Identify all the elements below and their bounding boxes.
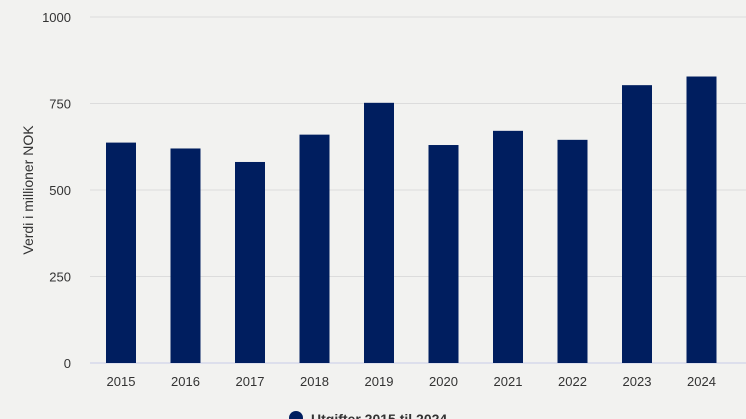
x-tick-label: 2023: [623, 374, 652, 389]
y-tick-label: 0: [64, 356, 71, 371]
y-tick-label: 500: [49, 183, 71, 198]
legend[interactable]: Utgifter 2015 til 2024: [289, 411, 447, 419]
x-tick-label: 2017: [236, 374, 265, 389]
bar-2019[interactable]: [364, 102, 394, 364]
x-tick-label: 2018: [300, 374, 329, 389]
bar-2024[interactable]: [686, 76, 717, 364]
x-tick-label: 2021: [494, 374, 523, 389]
legend-marker: [289, 411, 303, 419]
x-tick-label: 2016: [171, 374, 200, 389]
bar-2023[interactable]: [622, 85, 652, 364]
bar-2016[interactable]: [170, 148, 201, 363]
bar-2018[interactable]: [299, 134, 330, 363]
bar-2022[interactable]: [557, 139, 588, 363]
bar-2017[interactable]: [235, 161, 265, 363]
legend-label: Utgifter 2015 til 2024: [311, 411, 447, 419]
x-tick-label: 2022: [558, 374, 587, 389]
x-tick-label: 2019: [365, 374, 394, 389]
x-tick-label: 2015: [107, 374, 136, 389]
x-tick-label: 2020: [429, 374, 458, 389]
y-tick-label: 1000: [42, 10, 71, 25]
bar-2015[interactable]: [106, 142, 136, 363]
x-axis-ticks: 2015 2016 2017 2018 2019 2020 2021 2022 2023 2024: [107, 374, 716, 389]
y-axis-ticks: 0 250 500 750 1000: [42, 10, 71, 371]
bar-2021[interactable]: [493, 130, 523, 363]
x-tick-label: 2024: [687, 374, 716, 389]
y-axis-title: Verdi i millioner NOK: [20, 125, 36, 255]
y-tick-label: 250: [49, 270, 71, 285]
y-tick-label: 750: [49, 97, 71, 112]
bar-2020[interactable]: [428, 145, 459, 363]
bars: [106, 76, 717, 364]
